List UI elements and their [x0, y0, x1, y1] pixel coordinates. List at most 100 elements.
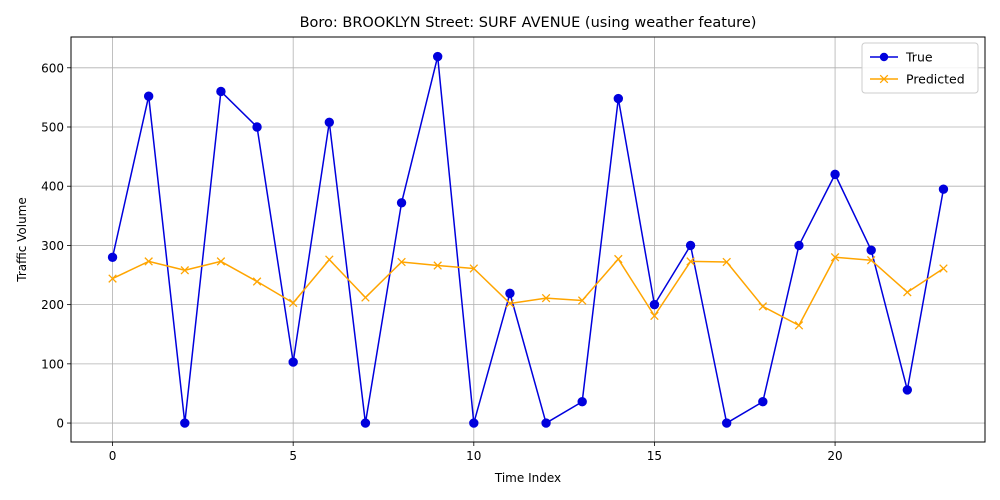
x-tick-label: 20 [827, 449, 842, 463]
data-point-predicted [252, 277, 262, 286]
x-tick-label: 5 [289, 449, 297, 463]
series-line-true [111, 55, 945, 424]
data-point-true [721, 418, 732, 428]
data-point-true [288, 357, 298, 367]
data-point-true [505, 288, 515, 299]
x-tick-label: 15 [647, 449, 662, 463]
data-point-true [541, 418, 551, 428]
x-marker-shape [108, 274, 117, 283]
x-marker-shape [288, 298, 298, 308]
data-point-predicted [758, 302, 768, 311]
data-point-predicted [614, 254, 623, 264]
x-axis-label: Time Index [494, 471, 561, 485]
x-marker-shape [722, 257, 731, 267]
data-point-true [396, 198, 407, 208]
data-point-predicted [216, 257, 226, 266]
legend-label: True [905, 50, 933, 65]
x-tick-label: 0 [109, 449, 117, 463]
data-point-true [685, 240, 696, 251]
data-point-predicted [866, 255, 876, 265]
x-marker-shape [830, 253, 840, 262]
x-marker-shape [866, 255, 876, 265]
data-point-true [613, 93, 624, 104]
grid [71, 37, 985, 442]
y-tick-label: 100 [41, 357, 64, 371]
data-point-predicted [541, 293, 551, 303]
legend: True Predicted [861, 42, 979, 94]
data-point-true [216, 86, 226, 97]
x-marker-shape [939, 264, 948, 273]
y-axis-ticks: 0 100 200 300 400 500 600 [41, 61, 71, 431]
x-marker-shape [469, 264, 479, 273]
data-point-predicted [361, 293, 370, 302]
data-point-predicted [577, 296, 587, 305]
data-point-true [649, 299, 660, 310]
x-marker-shape [180, 266, 190, 275]
y-tick-label: 200 [41, 298, 64, 312]
data-point-true [866, 245, 876, 255]
data-point-true [143, 91, 154, 101]
data-point-predicted [794, 321, 804, 330]
data-point-predicted [686, 257, 695, 266]
series-layer [107, 51, 949, 428]
series-predicted [108, 253, 948, 330]
x-marker-shape [650, 311, 659, 321]
data-point-predicted [397, 257, 406, 267]
data-point-true [252, 122, 262, 132]
x-marker-shape [216, 257, 226, 266]
data-point-predicted [288, 298, 298, 308]
plot-frame [70, 36, 986, 443]
data-point-predicted [650, 311, 659, 321]
legend-item-true: True [870, 50, 933, 65]
data-point-true [794, 240, 804, 251]
legend-marker [879, 52, 889, 62]
data-point-predicted [325, 255, 334, 264]
data-point-predicted [505, 299, 515, 308]
data-point-predicted [469, 264, 479, 273]
x-marker-shape [252, 277, 262, 286]
y-tick-label: 400 [41, 180, 64, 194]
data-point-true [360, 418, 371, 428]
chart-title: Boro: BROOKLYN Street: SURF AVENUE (usin… [300, 15, 757, 31]
x-marker-shape [397, 257, 406, 267]
legend-marker [879, 74, 889, 84]
data-point-true [902, 385, 913, 395]
x-marker-shape [614, 254, 623, 264]
data-point-true [469, 418, 479, 428]
data-point-predicted [108, 274, 117, 283]
x-marker-shape [433, 261, 442, 270]
x-marker-shape [144, 257, 153, 266]
x-marker-shape [903, 287, 912, 297]
data-point-true [577, 397, 587, 407]
x-marker-shape [794, 321, 804, 330]
y-tick-label: 0 [56, 417, 64, 431]
data-point-true [180, 418, 190, 428]
series-line-predicted [112, 256, 944, 327]
series-true [107, 51, 949, 428]
data-point-predicted [830, 253, 840, 262]
x-marker-shape [541, 293, 551, 303]
x-marker-shape [361, 293, 370, 302]
legend-box [861, 42, 979, 94]
x-marker-shape [577, 296, 587, 305]
data-point-true [107, 252, 118, 262]
legend-item-predicted: Predicted [870, 72, 965, 87]
x-marker-shape [686, 257, 695, 266]
x-marker-shape [758, 302, 768, 311]
x-marker-shape [325, 255, 334, 264]
data-point-true [758, 397, 768, 407]
x-marker-shape [505, 299, 515, 308]
x-axis-ticks: 0 5 10 15 20 [109, 442, 843, 463]
data-point-true [938, 184, 949, 194]
y-axis-label: Traffic Volume [15, 197, 29, 283]
data-point-predicted [433, 261, 442, 270]
data-point-predicted [722, 257, 731, 267]
x-tick-label: 10 [466, 449, 481, 463]
y-tick-label: 600 [41, 61, 64, 75]
data-point-predicted [180, 266, 190, 275]
legend-label: Predicted [906, 72, 965, 87]
data-point-predicted [144, 257, 153, 266]
y-tick-label: 300 [41, 239, 64, 253]
